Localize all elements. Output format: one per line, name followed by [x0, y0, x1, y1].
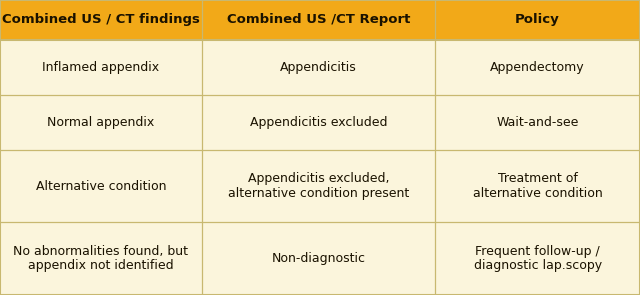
Text: Alternative condition: Alternative condition [36, 179, 166, 193]
Text: Combined US / CT findings: Combined US / CT findings [2, 14, 200, 27]
Bar [0, 0, 202, 40]
Text: Treatment of
alternative condition: Treatment of alternative condition [473, 172, 602, 200]
Bar [202, 40, 435, 95]
Bar [0, 40, 202, 95]
Text: Appendicitis excluded,
alternative condition present: Appendicitis excluded, alternative condi… [228, 172, 409, 200]
Bar [435, 222, 640, 295]
Bar [435, 95, 640, 150]
Text: No abnormalities found, but
appendix not identified: No abnormalities found, but appendix not… [13, 245, 188, 273]
Bar [202, 0, 435, 40]
Text: Policy: Policy [515, 14, 560, 27]
Bar [435, 0, 640, 40]
Bar [202, 95, 435, 150]
Bar [435, 150, 640, 222]
Text: Inflamed appendix: Inflamed appendix [42, 61, 159, 74]
Text: Normal appendix: Normal appendix [47, 116, 154, 129]
Bar [202, 150, 435, 222]
Text: Non-diagnostic: Non-diagnostic [271, 252, 365, 265]
Bar [435, 40, 640, 95]
Bar [202, 222, 435, 295]
Text: Frequent follow-up /
diagnostic lap.scopy: Frequent follow-up / diagnostic lap.scop… [474, 245, 602, 273]
Bar [0, 222, 202, 295]
Text: Combined US /CT Report: Combined US /CT Report [227, 14, 410, 27]
Text: Appendicitis excluded: Appendicitis excluded [250, 116, 387, 129]
Text: Wait-and-see: Wait-and-see [497, 116, 579, 129]
Bar [0, 150, 202, 222]
Text: Appendicitis: Appendicitis [280, 61, 356, 74]
Text: Appendectomy: Appendectomy [490, 61, 585, 74]
Bar [0, 95, 202, 150]
